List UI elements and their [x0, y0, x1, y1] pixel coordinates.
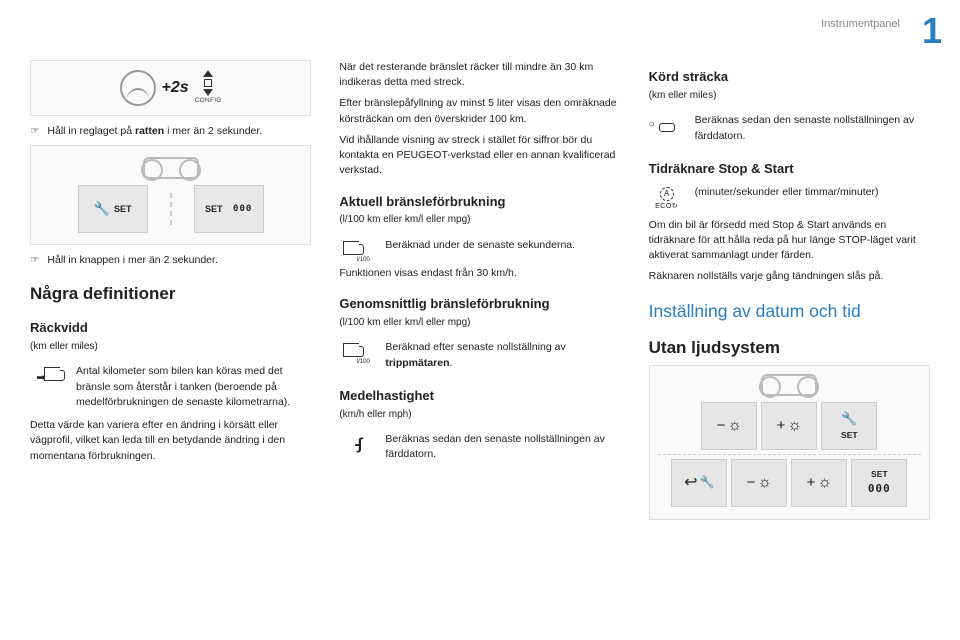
plus-2s-label: +2s: [162, 76, 189, 99]
range-note: Detta värde kan variera efter en ändring…: [30, 418, 311, 464]
stop-start-para1: Om din bil är försedd med Stop & Start a…: [649, 218, 930, 264]
sun-icon: [817, 471, 832, 494]
para-dashes: Vid ihållande visning av streck i ställe…: [339, 133, 620, 179]
para-low-fuel: När det resterande bränslet räcker till …: [339, 60, 620, 90]
heading-avg-speed: Medelhastighet: [339, 387, 620, 406]
distance-desc: Beräknas sedan den senaste nollställning…: [695, 113, 930, 143]
config-arrows: CONFIG: [195, 70, 222, 105]
instrument-cluster-icon: [143, 157, 199, 179]
avg-speed-line: -∫ Beräknas sedan den senaste nollställn…: [339, 432, 620, 462]
stop-start-para2: Räknaren nollställs varje gång tändninge…: [649, 269, 930, 284]
wrench-icon: 🔧: [700, 474, 715, 491]
brightness-up-button: +: [761, 402, 817, 450]
wrench-icon: 🔧: [94, 200, 110, 219]
dashed-divider: [658, 454, 921, 455]
triangle-down-icon: [203, 89, 213, 96]
set-wrench-button: 🔧 SET: [821, 402, 877, 450]
bullet-text: Håll in reglaget på ratten i mer än 2 se…: [47, 124, 262, 139]
columns: +2s CONFIG ☞ Håll in reglaget på ratten …: [30, 60, 930, 620]
bullet-marker-icon: ☞: [30, 253, 39, 268]
set-label: SET: [114, 203, 132, 216]
fuel-pump-l100-icon: l/100: [339, 238, 375, 258]
brightness-down-button: −: [701, 402, 757, 450]
heading-avg-consumption: Genomsnittlig bränsleförbrukning: [339, 295, 620, 314]
config-square-icon: [204, 79, 212, 87]
eco-icon: A ECO↻: [649, 185, 685, 210]
para-refuel: Efter bränslepåfyllning av minst 5 liter…: [339, 96, 620, 126]
range-icon-line: ➡ Antal kilometer som bilen kan köras me…: [30, 364, 311, 410]
stop-start-line: A ECO↻ (minuter/sekunder eller timmar/mi…: [649, 185, 930, 210]
heading-range: Räckvidd: [30, 319, 311, 338]
heading-no-audio: Utan ljudsystem: [649, 336, 930, 361]
bullet-hold-wheel: ☞ Håll in reglaget på ratten i mer än 2 …: [30, 124, 311, 139]
avg-speed-unit: (km/h eller mph): [339, 408, 620, 423]
wrench-icon: 🔧: [841, 410, 857, 429]
sun-icon: [757, 471, 772, 494]
current-consumption-unit: (l/100 km eller km/l eller mpg): [339, 213, 620, 228]
back-button: ↩ 🔧: [671, 459, 727, 507]
avg-consumption-unit: (l/100 km eller km/l eller mpg): [339, 316, 620, 331]
brightness-down-button-2: −: [731, 459, 787, 507]
diagram-set-buttons: 🔧 SET SET 000: [30, 145, 311, 245]
eco-a-badge: A: [660, 187, 674, 201]
instrument-cluster-icon: [761, 374, 817, 396]
heading-distance: Körd sträcka: [649, 68, 930, 87]
set-label: SET: [205, 203, 223, 216]
heading-stop-start: Tidräknare Stop & Start: [649, 160, 930, 179]
bullet-text: Håll in knappen i mer än 2 sekunder.: [47, 253, 217, 268]
current-consumption-desc: Beräknad under de senaste sekunderna.: [385, 238, 620, 253]
avg-speed-desc: Beräknas sedan den senaste nollställning…: [385, 432, 620, 462]
steering-wheel-icon: [120, 70, 156, 106]
range-unit: (km eller miles): [30, 340, 311, 355]
chapter-number: 1: [922, 10, 942, 52]
heading-date-time: Inställning av datum och tid: [649, 299, 930, 324]
speed-icon: -∫: [339, 432, 375, 453]
fuel-pump-arrow-icon: ➡: [30, 364, 66, 384]
sun-icon: [787, 414, 802, 437]
triangle-up-icon: [203, 70, 213, 77]
distance-unit: (km eller miles): [649, 89, 930, 104]
header-breadcrumb: Instrumentpanel: [821, 18, 900, 30]
page: Instrumentpanel 1 +2s CONFIG ☞ Håll in r…: [0, 0, 960, 640]
avg-consumption-line: l/100 Beräknad efter senaste nollställni…: [339, 340, 620, 370]
fuel-pump-l100-icon: l/100: [339, 340, 375, 360]
config-label: CONFIG: [195, 96, 222, 105]
bullet-marker-icon: ☞: [30, 124, 39, 139]
bullet-hold-button: ☞ Håll in knappen i mer än 2 sekunder.: [30, 253, 311, 268]
range-description: Antal kilometer som bilen kan köras med …: [76, 364, 311, 410]
heading-current-consumption: Aktuell bränsleförbrukning: [339, 193, 620, 212]
brightness-up-button-2: +: [791, 459, 847, 507]
diagram-wheel-2s: +2s CONFIG: [30, 60, 311, 116]
button-row-1: − + 🔧 SET: [658, 402, 921, 450]
eco-label: ECO↻: [655, 203, 678, 210]
set-digits: 000: [233, 203, 252, 216]
set-buttons-row: 🔧 SET SET 000: [78, 185, 264, 233]
current-consumption-line: l/100 Beräknad under de senaste sekunder…: [339, 238, 620, 258]
consumption-note: Funktionen visas endast från 30 km/h.: [339, 266, 620, 281]
column-3: Körd sträcka (km eller miles) Beräknas s…: [649, 60, 930, 620]
set-000-button: SET 000: [851, 459, 907, 507]
stop-start-unit: (minuter/sekunder eller timmar/minuter): [695, 185, 930, 200]
column-2: När det resterande bränslet räcker till …: [339, 60, 620, 620]
sun-icon: [727, 414, 742, 437]
set-button-wrench: 🔧 SET: [78, 185, 148, 233]
separator-icon: [170, 193, 172, 225]
avg-consumption-desc: Beräknad efter senaste nollställning av …: [385, 340, 620, 370]
odometer-icon: [649, 113, 685, 133]
button-row-2: ↩ 🔧 − + SET 000: [658, 459, 921, 507]
heading-definitions: Några definitioner: [30, 282, 311, 307]
return-arrow-icon: ↩: [684, 471, 697, 494]
button-grid-diagram: − + 🔧 SET ↩ 🔧: [649, 365, 930, 520]
distance-line: Beräknas sedan den senaste nollställning…: [649, 113, 930, 143]
column-1: +2s CONFIG ☞ Håll in reglaget på ratten …: [30, 60, 311, 620]
set-button-000: SET 000: [194, 185, 264, 233]
